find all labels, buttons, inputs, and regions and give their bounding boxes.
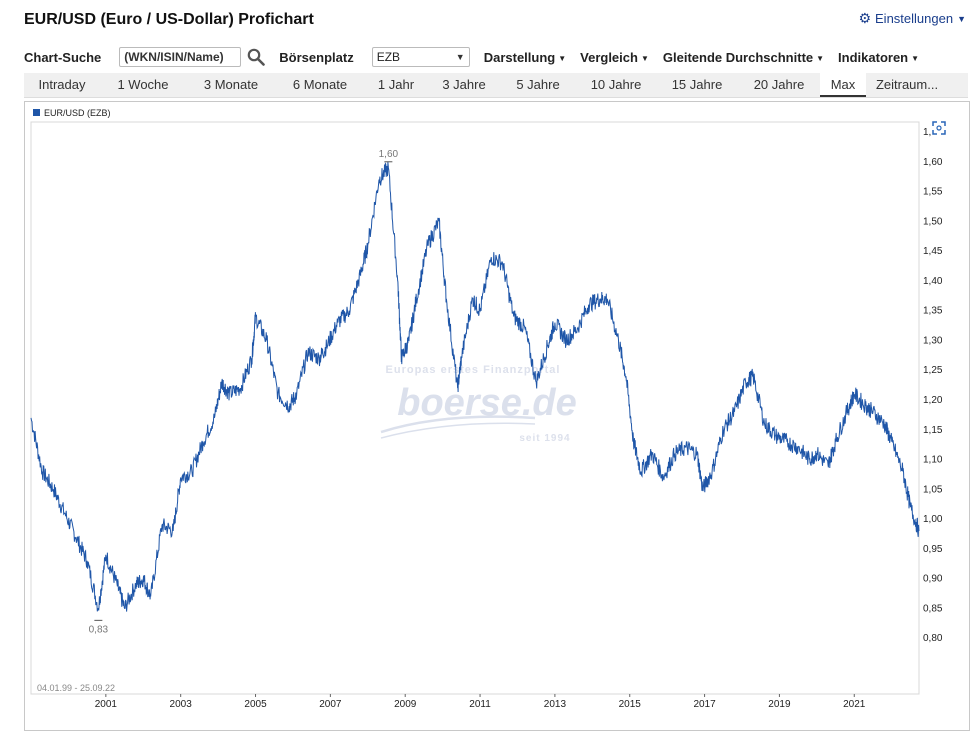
x-axis: 2001 2003 2005 2007 2009 2011 2013 2015 2017 2019… <box>95 694 866 710</box>
y-tick-label: 1,10 <box>923 455 943 466</box>
tab-20-jahre[interactable]: 20 Jahre <box>753 77 805 92</box>
menu-indikatoren[interactable]: Indikatoren ▼ <box>838 49 920 65</box>
menu-gleitende-durchschnitte[interactable]: Gleitende Durchschnitte ▼ <box>662 49 825 65</box>
y-tick-label: 0,85 <box>923 603 943 614</box>
chevron-down-icon: ▼ <box>455 52 465 62</box>
gear-icon: ⚙ <box>858 10 872 26</box>
tab-zeitraum[interactable]: Zeitraum... <box>875 77 939 92</box>
timeframe-tabs: Intraday 1 Woche 3 Monate 6 Monate 1 Jah… <box>24 73 968 98</box>
page-title: EUR/USD (Euro / US-Dollar) Profichart <box>24 11 314 28</box>
caret-down-icon: ▼ <box>640 53 649 63</box>
y-tick-label: 1,55 <box>923 187 943 198</box>
chart-toolbar: Chart-Suche Börsenplatz EZB ▼ Darstellun… <box>24 46 933 68</box>
tab-max[interactable]: Max <box>820 73 866 97</box>
expand-icon[interactable] <box>931 120 947 136</box>
y-tick-label: 1,20 <box>923 395 943 406</box>
x-tick-label: 2019 <box>768 699 791 710</box>
y-tick-label: 1,60 <box>923 157 943 168</box>
tab-3-monate[interactable]: 3 Monate <box>203 77 259 92</box>
y-tick-label: 1,05 <box>923 484 943 495</box>
chevron-down-icon: ▼ <box>957 13 966 24</box>
y-tick-label: 0,95 <box>923 544 943 555</box>
x-tick-label: 2015 <box>619 699 642 710</box>
watermark: Europas erstes Finanzportal boerse.de se… <box>380 364 577 444</box>
y-tick-label: 1,40 <box>923 276 943 287</box>
y-tick-label: 1,30 <box>923 335 943 346</box>
x-tick-label: 2011 <box>469 699 491 710</box>
legend-label: EUR/USD (EZB) <box>44 108 111 118</box>
settings-menu[interactable]: ⚙ Einstellungen ▼ <box>858 10 966 27</box>
menu-vergleich[interactable]: Vergleich ▼ <box>580 49 649 65</box>
exchange-select[interactable]: EZB ▼ <box>371 47 470 67</box>
series-line-eurusd <box>30 161 920 612</box>
y-tick-label: 1,45 <box>923 246 943 257</box>
legend-swatch <box>33 109 40 116</box>
settings-label: Einstellungen <box>875 11 954 26</box>
caret-down-icon: ▼ <box>816 53 825 63</box>
x-tick-label: 2003 <box>170 699 193 710</box>
watermark-swoosh <box>380 415 536 434</box>
tab-5-jahre[interactable]: 5 Jahre <box>516 77 560 92</box>
x-tick-label: 2009 <box>394 699 417 710</box>
y-tick-label: 0,90 <box>923 574 943 585</box>
tab-intraday[interactable]: Intraday <box>38 77 86 92</box>
tab-6-monate[interactable]: 6 Monate <box>292 77 348 92</box>
x-tick-label: 2013 <box>544 699 567 710</box>
search-icon[interactable] <box>247 48 266 66</box>
min-label: 0,83 <box>89 624 109 635</box>
chart-frame: EUR/USD (EZB) Europas erstes Finanzporta… <box>24 101 970 731</box>
exchange-label: Börsenplatz <box>279 49 354 65</box>
tab-3-jahre[interactable]: 3 Jahre <box>442 77 486 92</box>
x-tick-label: 2005 <box>244 699 267 710</box>
y-tick-label: 1,35 <box>923 306 943 317</box>
exchange-value: EZB <box>376 50 401 64</box>
plot-area <box>30 121 920 695</box>
chart-search-input[interactable] <box>119 47 242 67</box>
annotations: 1,60 0,83 <box>89 149 399 636</box>
watermark-tagline: Europas erstes Finanzportal <box>386 364 561 376</box>
y-tick-label: 1,15 <box>923 425 943 436</box>
x-tick-label: 2021 <box>843 699 866 710</box>
y-tick-label: 1,25 <box>923 365 943 376</box>
max-label: 1,60 <box>379 149 399 160</box>
chart-svg[interactable]: EUR/USD (EZB) Europas erstes Finanzporta… <box>25 102 969 730</box>
y-tick-label: 0,80 <box>923 633 943 644</box>
chart-search-label: Chart-Suche <box>24 49 102 65</box>
tab-1-jahr[interactable]: 1 Jahr <box>377 77 415 92</box>
tab-1-woche[interactable]: 1 Woche <box>117 77 169 92</box>
y-axis: 0,80 0,85 0,90 0,95 1,00 1,05 1,10 1,15 1,20 1,25… <box>923 127 943 644</box>
x-tick-label: 2001 <box>95 699 118 710</box>
watermark-swoosh-2 <box>380 422 536 439</box>
watermark-since: seit 1994 <box>519 433 570 444</box>
menu-darstellung[interactable]: Darstellung ▼ <box>483 49 567 65</box>
caret-down-icon: ▼ <box>558 53 567 63</box>
date-range-label: 04.01.99 - 25.09.22 <box>37 683 115 693</box>
y-tick-label: 1,50 <box>923 216 943 227</box>
caret-down-icon: ▼ <box>911 53 920 63</box>
x-tick-label: 2007 <box>319 699 342 710</box>
tab-15-jahre[interactable]: 15 Jahre <box>671 77 723 92</box>
x-tick-label: 2017 <box>693 699 716 710</box>
tab-10-jahre[interactable]: 10 Jahre <box>590 77 642 92</box>
y-tick-label: 1,00 <box>923 514 943 525</box>
